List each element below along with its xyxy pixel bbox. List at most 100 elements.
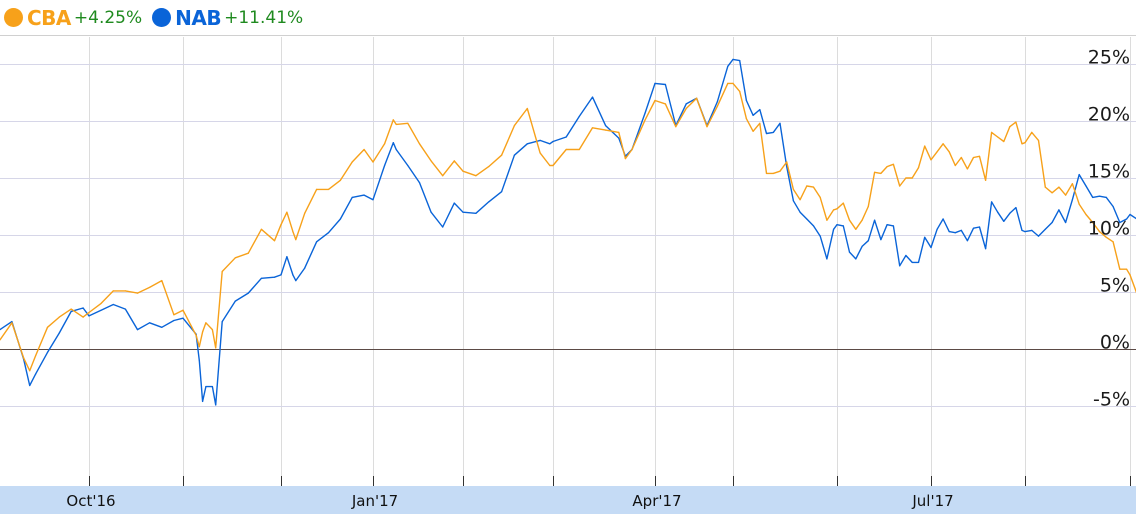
nab-point [29, 384, 31, 387]
nab-point [855, 258, 857, 260]
nab-point [363, 194, 365, 196]
nab-point [1129, 213, 1131, 216]
legend-item-nab[interactable]: NAB +11.41% [152, 6, 303, 30]
nab-point [997, 211, 999, 213]
nab-point [759, 109, 761, 111]
cba-point [936, 151, 938, 153]
cba-point [905, 177, 907, 179]
cba-point [260, 228, 262, 230]
nab-point [234, 300, 236, 302]
legend-item-cba[interactable]: CBA +4.25% [4, 6, 142, 30]
nab-point [954, 232, 956, 234]
cba-point [654, 99, 656, 102]
nab-point [836, 224, 838, 226]
y-tick-label: 5% [1100, 275, 1130, 297]
cba-point [304, 212, 306, 214]
cba-point [836, 208, 838, 210]
cba-point [732, 82, 734, 84]
cba-point [124, 290, 126, 292]
cba-point [418, 143, 421, 145]
cba-change: +4.25% [73, 7, 143, 28]
nab-point [1037, 235, 1040, 237]
nab-point [930, 246, 932, 249]
nab-point [1112, 205, 1114, 208]
nab-point [985, 248, 987, 250]
nab-point [799, 211, 801, 213]
nab-line [0, 58, 1136, 406]
cba-point [295, 239, 297, 241]
cba-point [351, 161, 353, 163]
cba-point [833, 209, 835, 211]
nab-point [35, 373, 37, 375]
x-axis-labels: Oct'16 Jan'17 Apr'17 Jul'17 [66, 492, 953, 510]
cba-point [552, 164, 554, 167]
nab-point [1098, 195, 1101, 197]
nab-point [664, 83, 667, 86]
cba-point [1003, 140, 1005, 143]
nab-point [292, 274, 294, 276]
cba-point [1031, 131, 1033, 133]
cba-point [549, 164, 551, 167]
cba-point [985, 179, 987, 181]
nab-point [211, 386, 213, 388]
cba-point [100, 302, 102, 304]
cba-point [430, 160, 432, 162]
cba-point [35, 355, 37, 357]
nab-point [70, 310, 72, 312]
nab-point [88, 315, 90, 317]
cba-point [247, 252, 249, 254]
nab-point [1085, 185, 1087, 187]
cba-point [716, 105, 719, 107]
nab-point [972, 227, 975, 229]
nab-point [911, 261, 913, 263]
cba-point [848, 219, 851, 221]
cba-point [759, 122, 761, 124]
nab-point [905, 254, 907, 257]
cba-point [806, 185, 808, 187]
cba-point [339, 179, 341, 181]
cba-point [1071, 183, 1073, 185]
nab-point [1015, 207, 1017, 209]
cba-point [1024, 142, 1026, 144]
series-lines [0, 58, 1136, 406]
nab-point [100, 309, 102, 311]
nab-point [948, 231, 950, 233]
nab-point [1009, 212, 1011, 214]
nab-point [842, 225, 844, 227]
cba-point [855, 228, 857, 230]
nab-series [0, 58, 1136, 406]
cba-point [46, 326, 49, 328]
y-tick-label: -5% [1093, 389, 1130, 411]
nab-point [501, 191, 503, 193]
nab-point [549, 143, 551, 145]
cba-point [727, 82, 729, 84]
cba-point [161, 280, 163, 282]
nab-point [819, 235, 821, 237]
cba-series [0, 82, 1136, 372]
cba-point [605, 129, 607, 131]
nab-point [1051, 221, 1053, 224]
cba-point [475, 175, 477, 177]
cba-point [327, 188, 330, 190]
nab-point [806, 218, 808, 220]
cba-point [1015, 121, 1017, 123]
nab-point [372, 199, 374, 201]
nab-point [565, 136, 567, 138]
legend: CBA +4.25% NAB +11.41% [0, 0, 1136, 36]
cba-point [82, 316, 84, 318]
nab-point [772, 131, 774, 133]
cba-point [1009, 126, 1011, 128]
nab-point [924, 236, 926, 238]
cba-point [316, 188, 318, 190]
cba-point [706, 126, 708, 128]
nab-point [395, 148, 397, 151]
cba-point [899, 185, 901, 187]
cba-point [23, 357, 25, 359]
cba-point [384, 143, 386, 145]
cba-point [395, 123, 397, 125]
cba-point [0, 339, 1, 341]
nab-point [205, 386, 207, 388]
axis-band [0, 486, 1136, 514]
cba-point [1112, 241, 1114, 243]
cba-point [867, 205, 869, 208]
